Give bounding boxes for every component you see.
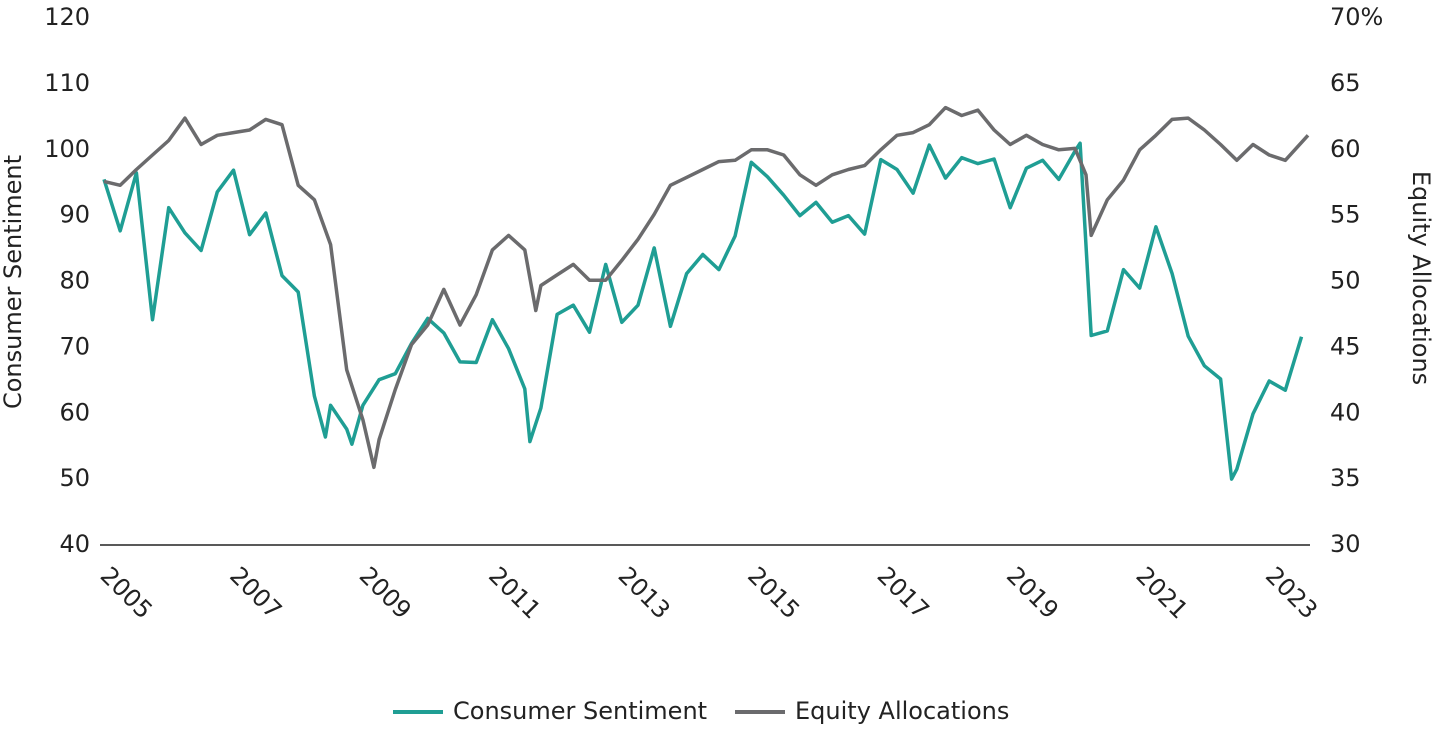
y2-tick-label: 35	[1330, 464, 1361, 492]
x-tick-label: 2013	[613, 561, 676, 624]
y2-tick-label: 50	[1330, 267, 1361, 295]
y-tick-label: 90	[59, 201, 90, 229]
y-tick-label: 50	[59, 464, 90, 492]
x-tick-label: 2005	[95, 561, 158, 624]
x-tick-label: 2021	[1131, 561, 1194, 624]
x-tick-label: 2019	[1001, 561, 1064, 624]
x-tick-label: 2007	[224, 561, 287, 624]
y-tick-label: 70	[59, 332, 90, 360]
y-tick-label: 120	[44, 3, 90, 31]
y2-tick-label: 55	[1330, 201, 1361, 229]
y2-tick-label: 70%	[1330, 3, 1383, 31]
x-tick-label: 2011	[483, 561, 546, 624]
y2-tick-label: 30	[1330, 530, 1361, 558]
x-tick-label: 2023	[1260, 561, 1323, 624]
y2-tick-label: 60	[1330, 135, 1361, 163]
y2-tick-label: 45	[1330, 332, 1361, 360]
legend-label: Equity Allocations	[795, 697, 1009, 725]
y-tick-label: 100	[44, 135, 90, 163]
y2-tick-label: 65	[1330, 69, 1361, 97]
y2-tick-label: 40	[1330, 398, 1361, 426]
x-tick-label: 2009	[354, 561, 417, 624]
legend-label: Consumer Sentiment	[453, 697, 707, 725]
series-line	[103, 105, 1310, 470]
y-tick-label: 40	[59, 530, 90, 558]
y-tick-label: 80	[59, 267, 90, 295]
y-tick-label: 60	[59, 398, 90, 426]
x-tick-label: 2015	[742, 561, 805, 624]
series-line	[102, 141, 1304, 481]
y-tick-label: 110	[44, 69, 90, 97]
x-tick-label: 2017	[872, 561, 935, 624]
y2-axis-title: Equity Allocations	[1407, 171, 1435, 385]
y-axis-title: Consumer Sentiment	[0, 155, 27, 409]
